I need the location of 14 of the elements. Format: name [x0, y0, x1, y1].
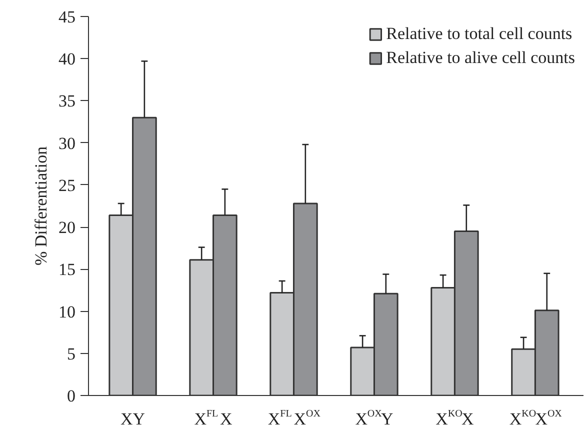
legend-label: Relative to alive cell counts: [386, 48, 575, 68]
y-tick-label: 15: [58, 260, 76, 280]
y-tick-label: 25: [58, 176, 76, 195]
y-tick-label: 45: [58, 8, 76, 26]
legend-label: Relative to total cell counts: [386, 24, 572, 44]
x-tick-label: XY: [120, 410, 146, 428]
y-tick-label: 20: [58, 218, 76, 238]
y-tick-label: 30: [58, 134, 76, 153]
y-axis-title: % Differentiation: [32, 146, 50, 266]
y-tick-label: 35: [58, 92, 76, 111]
y-tick-label: 5: [67, 344, 76, 364]
y-tick-label: 40: [58, 50, 76, 69]
y-tick-label: 10: [58, 302, 76, 322]
y-tick-label: 0: [67, 386, 76, 406]
